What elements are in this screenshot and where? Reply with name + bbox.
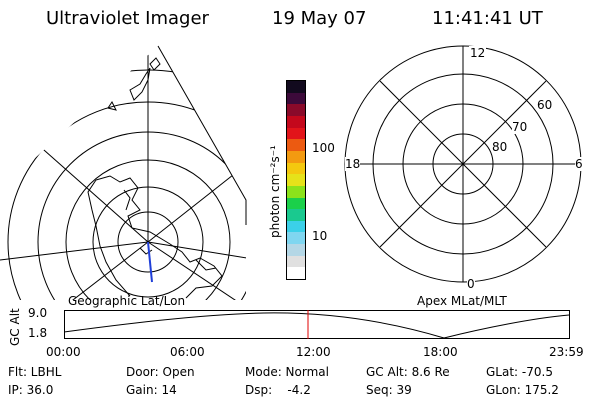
geographic-label: Geographic Lat/Lon (68, 294, 186, 308)
mlt-label-0: 0 (467, 277, 475, 291)
magnetic-polar-plot (344, 45, 582, 283)
timeline-x-tick-3: 18:00 (423, 345, 458, 359)
observation-date: 19 May 07 (272, 8, 367, 29)
gain-status: Gain: 14 (126, 383, 177, 397)
colorbar-segment (287, 267, 305, 279)
geographic-grid (0, 46, 246, 300)
geographic-map (0, 45, 247, 300)
colorbar-segment (287, 162, 305, 175)
ip-status: IP: 36.0 (8, 383, 54, 397)
mlt-label-6: 6 (575, 157, 583, 171)
dsp-status: Dsp: -4.2 (245, 383, 311, 397)
satellite-track (147, 241, 153, 283)
timeline-y-tick-min: 1.8 (28, 326, 48, 340)
colorbar-segment (287, 255, 305, 268)
seq-status: Seq: 39 (366, 383, 412, 397)
island-outline (107, 57, 161, 111)
filter-status: Flt: LBHL (8, 365, 62, 379)
glon-status: GLon: 175.2 (486, 383, 559, 397)
colorbar-segment (287, 220, 305, 233)
timeline-x-tick-4: 23:59 (549, 345, 584, 359)
timeline-x-tick-0: 00:00 (46, 345, 81, 359)
mlt-label-18: 18 (345, 157, 361, 171)
gc-alt-status: GC Alt: 8.6 Re (366, 365, 450, 379)
colorbar-segment (287, 209, 305, 221)
colorbar-segment (287, 81, 305, 93)
colorbar-unit-label: photon cm⁻²s⁻¹ (268, 145, 282, 238)
colorbar-segment (287, 139, 305, 151)
door-status: Door: Open (126, 365, 195, 379)
colorbar-segment (287, 116, 305, 128)
colorbar-segment (287, 244, 305, 256)
timeline-y-label: GC Alt (8, 308, 22, 346)
instrument-title: Ultraviolet Imager (46, 8, 209, 29)
altitude-timeline (64, 310, 570, 339)
antarctica-outline (87, 175, 223, 299)
colorbar-segment (287, 232, 305, 245)
colorbar-segment (287, 197, 305, 210)
mlat-label-80: 80 (492, 140, 508, 154)
observation-time: 11:41:41 UT (432, 8, 543, 29)
timeline-x-tick-1: 06:00 (170, 345, 205, 359)
timeline-y-tick-max: 9.0 (28, 306, 48, 320)
colorbar-segment (287, 127, 305, 140)
colorbar-segment (287, 174, 305, 186)
mlt-label-12: 12 (469, 46, 487, 60)
apex-label: Apex MLat/MLT (417, 294, 507, 308)
colorbar-segment (287, 150, 305, 163)
timeline-x-tick-2: 12:00 (296, 345, 331, 359)
altitude-curve (64, 312, 570, 339)
colorbar-segment (287, 104, 305, 117)
colorbar-tick-100: 100 (312, 141, 335, 155)
colorbar-tick-10: 10 (312, 229, 328, 243)
mlat-label-70: 70 (512, 120, 528, 134)
map-boundary (157, 45, 247, 225)
colorbar-segment (287, 185, 305, 198)
colorbar-segment (287, 92, 305, 105)
mode-status: Mode: Normal (245, 365, 329, 379)
mlat-label-60: 60 (537, 98, 553, 112)
colorbar (286, 80, 306, 280)
glat-status: GLat: -70.5 (486, 365, 553, 379)
